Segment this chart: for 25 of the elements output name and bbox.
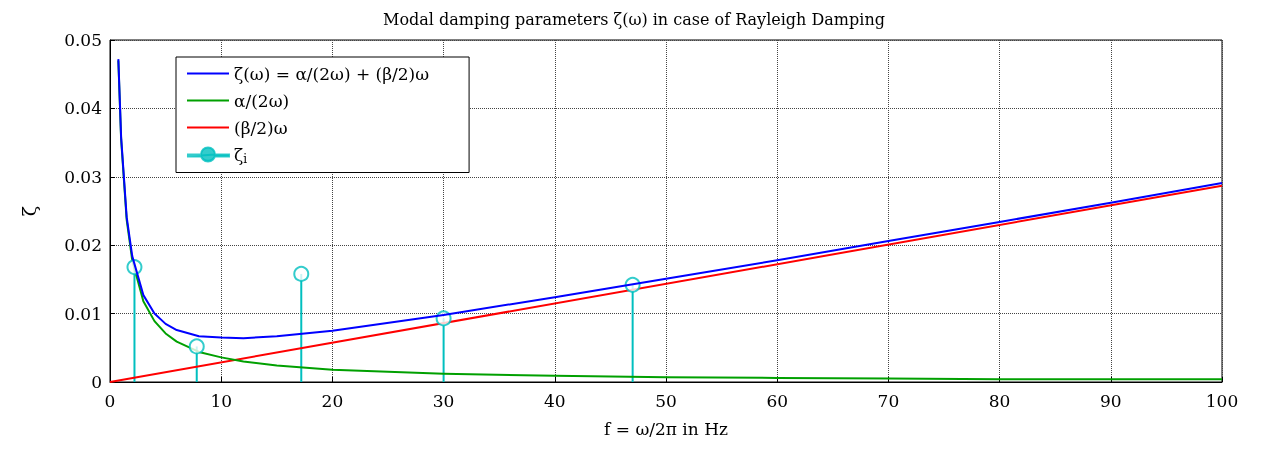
y-tick-label: 0.05 <box>64 30 102 50</box>
y-tick-label: 0 <box>91 372 102 392</box>
legend-label: ζ(ω) = α/(2ω) + (β/2)ω <box>234 63 430 84</box>
x-tick-label: 40 <box>543 390 566 411</box>
legend-label: (β/2)ω <box>234 117 288 138</box>
y-tick-label: 0.04 <box>64 98 102 119</box>
x-axis-title: f = ω/2π in Hz <box>604 418 728 439</box>
x-tick-label: 10 <box>210 390 233 411</box>
x-tick-label: 80 <box>988 390 1011 411</box>
y-tick-label: 0.01 <box>64 303 102 324</box>
x-tick-label: 30 <box>432 390 455 411</box>
x-tick-label: 100 <box>1205 390 1239 411</box>
x-tick-label: 60 <box>766 390 789 411</box>
x-tick-label: 20 <box>321 390 344 411</box>
y-tick-label: 0.02 <box>64 235 102 256</box>
x-tick-label: 70 <box>877 390 900 411</box>
y-axis-title: ζ <box>17 205 40 217</box>
legend-label: α/(2ω) <box>234 90 290 111</box>
x-tick-label: 0 <box>104 390 116 411</box>
y-tick-label: 0.03 <box>64 166 102 187</box>
chart-title: Modal damping parameters ζ(ω) in case of Rayleigh Damping <box>383 9 885 29</box>
x-tick-label: 90 <box>1099 390 1122 411</box>
point <box>293 265 310 282</box>
x-tick-label: 50 <box>655 390 677 411</box>
point <box>188 338 205 355</box>
